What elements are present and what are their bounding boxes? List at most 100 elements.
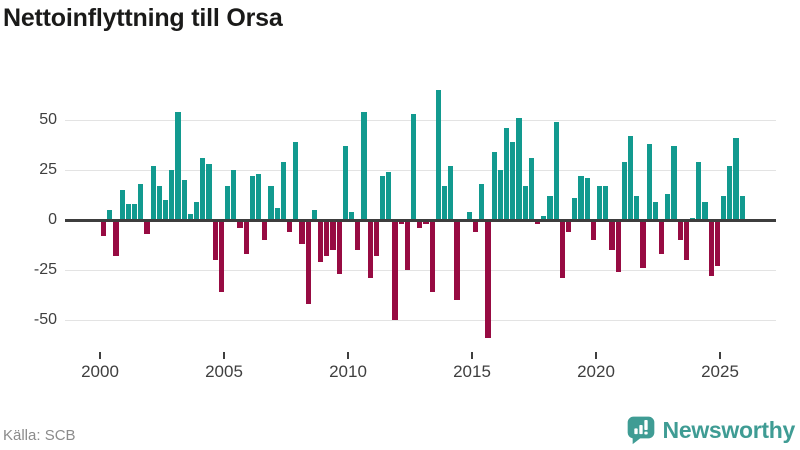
y-grid-line xyxy=(65,169,776,171)
bar-2017q3 xyxy=(535,220,541,224)
bar-2006q2 xyxy=(256,174,262,220)
x-axis-label: 2025 xyxy=(701,362,739,381)
bar-2020q1 xyxy=(597,186,603,220)
bar-2020q2 xyxy=(603,186,609,220)
bar-2004q3 xyxy=(212,220,218,260)
bar-2011q2 xyxy=(380,176,386,220)
bar-2009q4 xyxy=(342,146,348,220)
zero-line xyxy=(65,218,776,222)
bar-2005q4 xyxy=(243,220,249,254)
bar-2013q1 xyxy=(423,220,429,224)
bar-2007q4 xyxy=(293,142,299,220)
plot-area: 50 25 0 -25 -50 2000 2005 2010 2015 2020 2025 xyxy=(34,85,776,381)
bar-2019q3 xyxy=(584,178,590,220)
bar-2025q2 xyxy=(727,166,733,220)
bar-2001q4 xyxy=(144,220,150,234)
bar-2008q1 xyxy=(299,220,305,244)
bar-2006q1 xyxy=(249,176,255,220)
x-axis-label: 2010 xyxy=(329,362,367,381)
bar-2009q3 xyxy=(336,220,342,274)
bar-2018q2 xyxy=(553,122,559,220)
bar-2021q4 xyxy=(640,220,646,268)
bar-2015q2 xyxy=(479,184,485,220)
bar-2013q4 xyxy=(442,186,448,220)
bar-2009q2 xyxy=(330,220,336,250)
newsworthy-bubble-chart-icon xyxy=(626,415,656,445)
x-tick xyxy=(719,352,721,359)
bar-2016q4 xyxy=(516,118,522,220)
source-caption: Källa: SCB xyxy=(3,427,76,444)
bar-2005q3 xyxy=(237,220,243,228)
bar-2023q1 xyxy=(671,146,677,220)
bar-2023q2 xyxy=(677,220,683,240)
x-tick xyxy=(99,352,101,359)
bar-2000q2 xyxy=(107,210,113,220)
newsworthy-logo[interactable]: Newsworthy xyxy=(626,415,795,445)
bar-2025q3 xyxy=(733,138,739,220)
y-axis-label: 25 xyxy=(39,161,57,178)
bar-2008q2 xyxy=(305,220,311,304)
bar-2007q2 xyxy=(280,162,286,220)
bar-2001q1 xyxy=(125,204,131,220)
x-tick xyxy=(347,352,349,359)
bar-2014q1 xyxy=(448,166,454,220)
bar-2012q3 xyxy=(411,114,417,220)
bar-2014q4 xyxy=(466,212,472,220)
bar-2025q1 xyxy=(721,196,727,220)
bar-2014q2 xyxy=(454,220,460,300)
bar-2024q1 xyxy=(696,162,702,220)
x-axis-label: 2020 xyxy=(577,362,615,381)
bar-2018q4 xyxy=(566,220,572,232)
x-tick xyxy=(471,352,473,359)
bar-2021q1 xyxy=(621,162,627,220)
bar-2021q2 xyxy=(628,136,634,220)
bar-2025q4 xyxy=(739,196,745,220)
y-axis-label: 50 xyxy=(39,111,57,128)
bar-2010q3 xyxy=(361,112,367,220)
x-tick xyxy=(223,352,225,359)
bar-2007q1 xyxy=(274,208,280,220)
bar-2011q3 xyxy=(386,172,392,220)
bar-2003q2 xyxy=(181,180,187,220)
chart-title: Nettoinflyttning till Orsa xyxy=(3,4,283,32)
newsworthy-wordmark: Newsworthy xyxy=(662,416,796,443)
bar-2008q3 xyxy=(311,210,317,220)
bar-2008q4 xyxy=(318,220,324,262)
bar-2000q3 xyxy=(113,220,119,256)
bar-2017q2 xyxy=(528,158,534,220)
y-grid-line xyxy=(65,319,776,321)
bar-2006q4 xyxy=(268,186,274,220)
bar-2005q1 xyxy=(225,186,231,220)
bar-2022q2 xyxy=(652,202,658,220)
bar-2002q1 xyxy=(150,166,156,220)
bar-2015q3 xyxy=(485,220,491,338)
y-axis-label: -25 xyxy=(33,261,57,278)
bar-2010q1 xyxy=(349,212,355,220)
bar-2013q3 xyxy=(435,90,441,220)
y-grid-line xyxy=(65,269,776,271)
bar-2013q2 xyxy=(429,220,435,292)
bar-2011q1 xyxy=(373,220,379,256)
bar-2005q2 xyxy=(231,170,237,220)
bar-2016q2 xyxy=(504,128,510,220)
bar-2018q1 xyxy=(547,196,553,220)
bar-2024q2 xyxy=(702,202,708,220)
bar-2020q4 xyxy=(615,220,621,272)
bar-2010q2 xyxy=(355,220,361,250)
bar-2023q3 xyxy=(683,220,689,260)
bar-2002q4 xyxy=(169,170,175,220)
bar-2000q4 xyxy=(119,190,125,220)
bar-2003q3 xyxy=(187,214,193,220)
bar-2002q2 xyxy=(156,186,162,220)
bar-2024q4 xyxy=(714,220,720,266)
bar-2004q1 xyxy=(200,158,206,220)
bar-2017q4 xyxy=(541,216,547,220)
bar-2020q3 xyxy=(609,220,615,250)
bar-2022q3 xyxy=(659,220,665,254)
bar-2024q3 xyxy=(708,220,714,276)
bar-2015q4 xyxy=(491,152,497,220)
bar-2016q3 xyxy=(510,142,516,220)
bar-2022q4 xyxy=(665,194,671,220)
bar-2004q2 xyxy=(206,164,212,220)
